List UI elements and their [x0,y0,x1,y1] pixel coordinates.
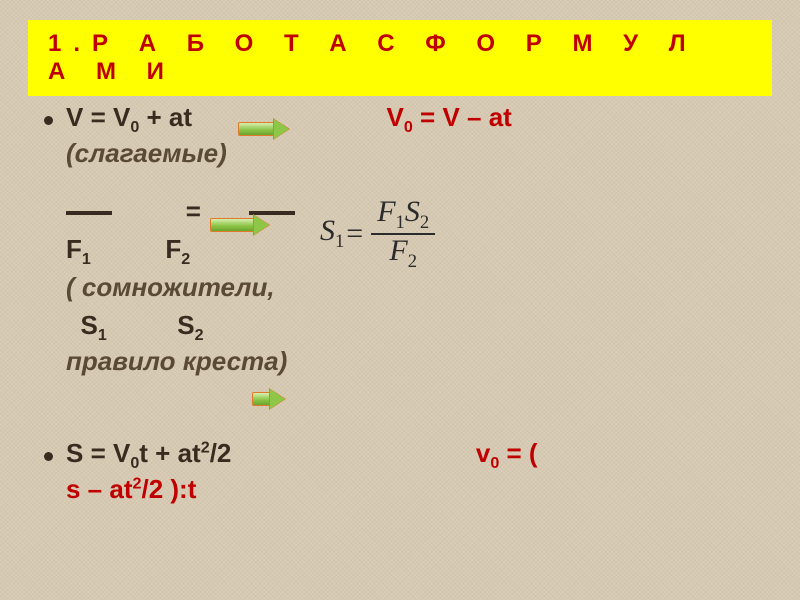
sub-1: 1 [396,212,405,233]
F2: F2 [165,234,190,264]
txt: S [320,214,335,247]
txt: = V – at [413,102,512,132]
sub-2: 2 [420,212,429,233]
note-cross-rule: правило креста) [66,346,772,377]
txt: F [165,234,181,264]
sub-1: 1 [98,326,107,344]
s1-s2-row: S1 S2 [66,310,772,345]
S1: S1 [73,310,114,340]
txt: /2 [210,438,232,468]
txt: v [476,438,490,468]
sub-1: 1 [82,250,91,268]
sub-2: 2 [195,326,204,344]
txt: F [389,234,407,267]
arrow-2 [210,214,272,236]
numerator: F1S2 [371,196,435,233]
txt: V [387,102,404,132]
txt: + at [139,102,192,132]
equals-sign: = [344,217,365,251]
txt: = ( [499,438,537,468]
sub-0: 0 [404,118,413,136]
txt: /2 ):t [141,474,196,504]
txt: S [80,310,97,340]
v0-equals-open: v0 = ( [476,438,538,468]
formula-row-1: V = V0 + at V0 = V – at [66,102,772,137]
sub-0: 0 [130,454,139,472]
F1: F1 [66,234,98,264]
v0-eq-v-minus-at: V0 = V – at [387,102,512,132]
txt: V = V [66,102,130,132]
txt: F [66,234,82,264]
slide-title: 1.Р А Б О Т А С Ф О Р М У Л А М И [28,20,772,96]
formula-row-8: S = V0t + at2/2 v0 = ( [66,438,772,473]
formula-row-9: s – at2/2 ):t [66,474,772,505]
arrow-3 [252,388,288,410]
txt: S [405,195,420,228]
sub-2: 2 [181,250,190,268]
sub-0: 0 [130,118,139,136]
txt: S = V [66,438,130,468]
note-addends: (слагаемые) [66,138,772,169]
fraction: F1S2 F2 [371,196,435,271]
s-eq: S = V0t + at2/2 [66,438,239,468]
bullet-1 [44,116,53,125]
bullet-2 [44,452,53,461]
denominator: F2 [383,235,423,272]
txt: s – at [66,474,133,504]
txt: S [177,310,194,340]
S2: S2 [177,310,203,340]
sub-1: 1 [335,231,344,252]
v-eq-v0-plus-at: V = V0 + at [66,102,199,132]
note-factors: ( сомножители, [66,272,772,303]
txt: F [377,195,395,228]
txt: t + at [139,438,200,468]
sup-2: 2 [201,438,210,456]
lhs: S1 [320,214,344,253]
arrow-1 [238,118,292,140]
sub-2: 2 [408,251,417,272]
derived-fraction: S1 = F1S2 F2 [320,196,435,271]
sub-0: 0 [490,454,499,472]
